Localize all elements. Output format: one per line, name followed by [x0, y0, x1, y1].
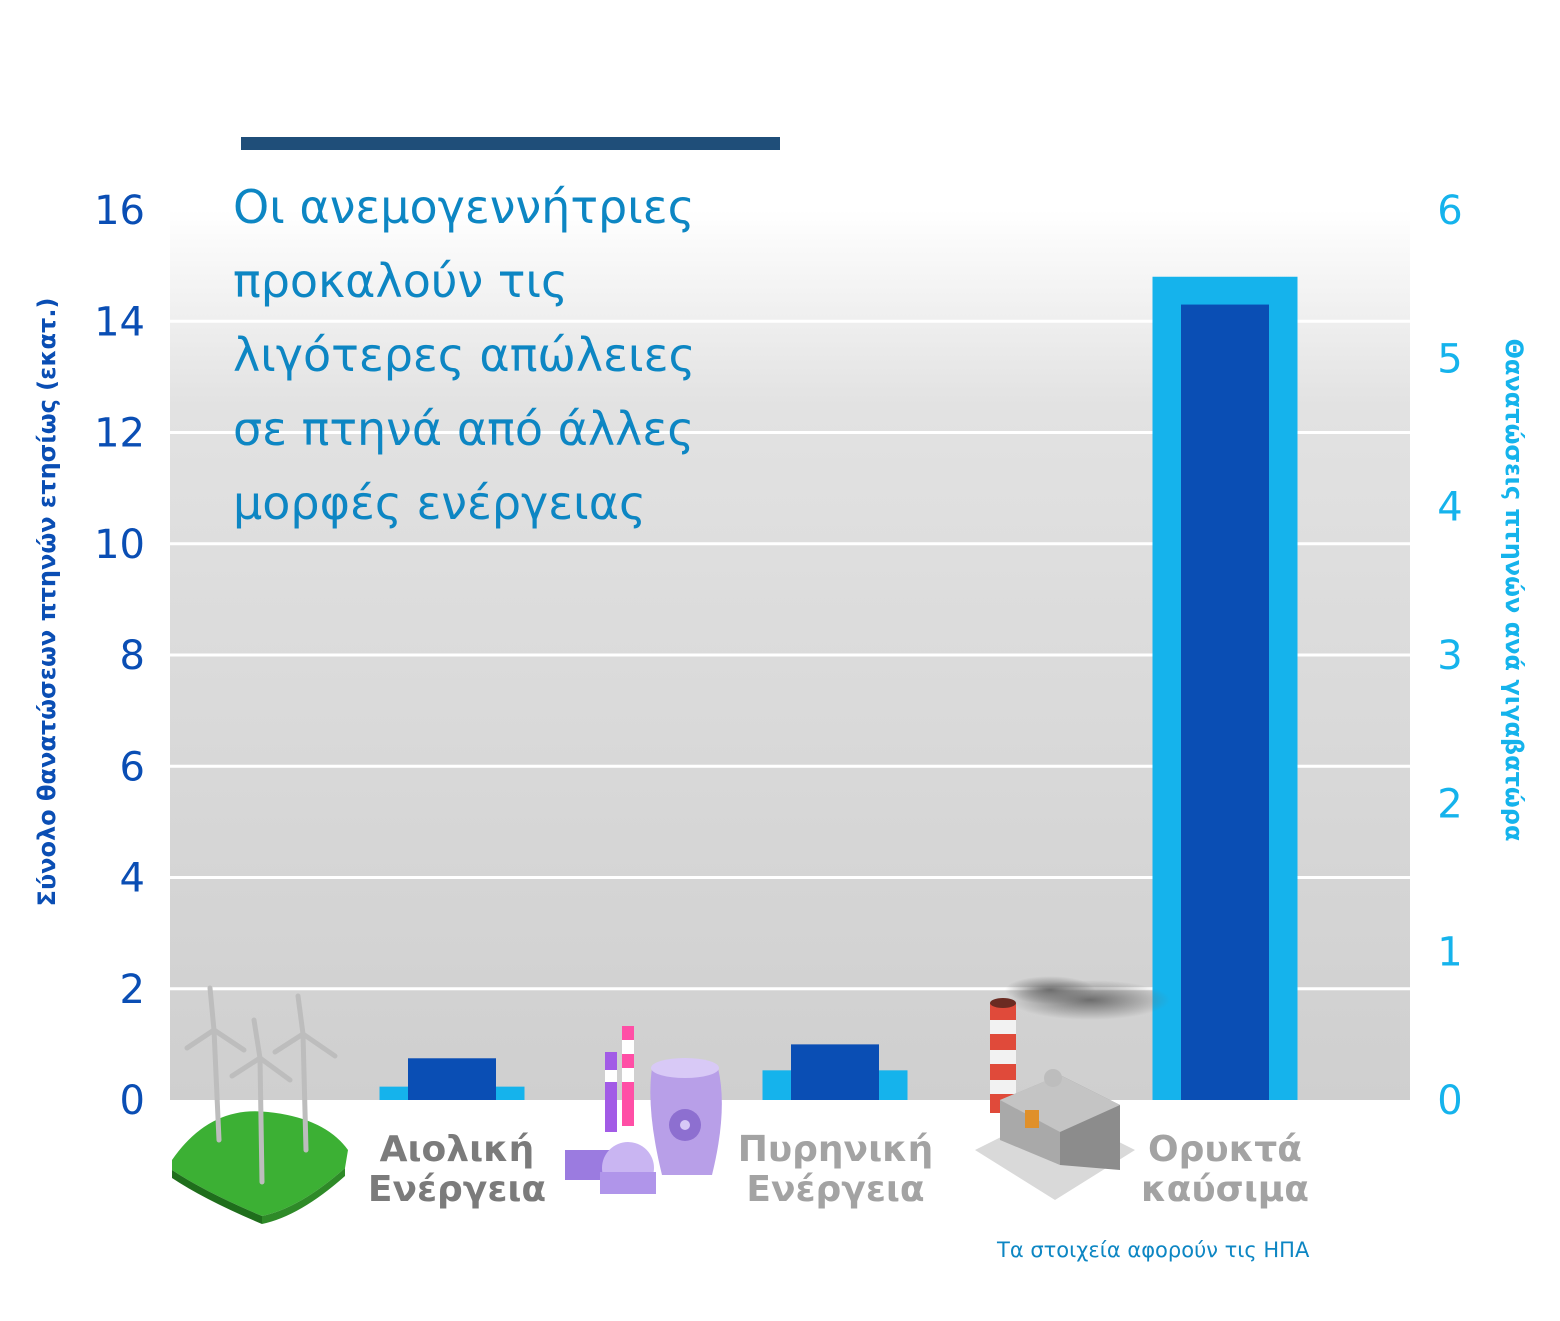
left-tick-label: 12	[94, 411, 145, 457]
fossil-fuel-plant-icon	[975, 976, 1170, 1200]
left-tick-label: 4	[120, 856, 145, 902]
bar-left-axis	[791, 1044, 879, 1100]
left-tick-label: 16	[94, 188, 145, 234]
wind-turbines-icon	[172, 985, 348, 1224]
right-tick-label: 5	[1437, 336, 1462, 382]
nuclear-plant-icon	[565, 1026, 722, 1194]
right-axis-label: Θανατώσεις πτηνών ανά γιγαβατώρα	[1500, 338, 1528, 842]
right-tick-label: 4	[1437, 485, 1462, 531]
right-tick-label: 0	[1437, 1078, 1462, 1124]
left-axis-label: Σύνολο θανατώσεων πτηνών ετησίως (εκατ.)	[33, 297, 61, 907]
left-tick-label: 0	[120, 1078, 145, 1124]
bar-left-axis	[1181, 304, 1269, 1100]
right-tick-label: 6	[1437, 188, 1462, 234]
right-tick-label: 2	[1437, 781, 1462, 827]
category-label-nuclear: Πυρηνική Ενέργεια	[737, 1129, 934, 1210]
bar-left-axis	[408, 1058, 496, 1100]
left-tick-label: 8	[120, 633, 145, 679]
category-label-fossil: Ορυκτά καύσιμα	[1141, 1129, 1309, 1210]
left-tick-label: 14	[94, 299, 145, 345]
left-tick-label: 2	[120, 967, 145, 1013]
right-tick-label: 1	[1437, 930, 1462, 976]
left-tick-label: 6	[120, 744, 145, 790]
left-tick-label: 10	[94, 522, 145, 568]
category-label-wind: Αιολική Ενέργεια	[367, 1129, 547, 1210]
footnote: Τα στοιχεία αφορούν τις ΗΠΑ	[997, 1238, 1310, 1262]
title-accent-bar	[241, 137, 780, 150]
right-tick-label: 3	[1437, 633, 1462, 679]
chart-title: Οι ανεμογεννήτριες προκαλούν τις λιγότερ…	[233, 180, 696, 530]
